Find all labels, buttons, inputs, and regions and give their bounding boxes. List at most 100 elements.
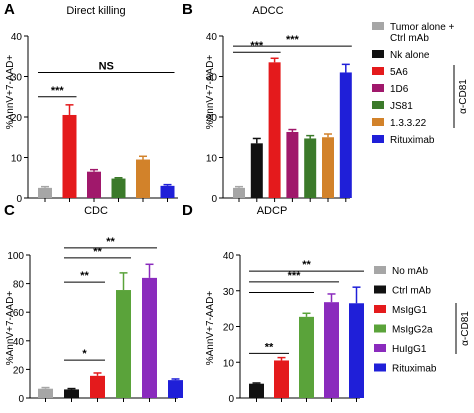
y-tick-label: 20: [13, 365, 25, 376]
y-tick-label: 0: [18, 394, 24, 405]
y-tick-label: 20: [206, 113, 218, 124]
legend-swatch: [374, 344, 386, 352]
legend-label: JS81: [390, 101, 413, 112]
bar-msigg2a: [116, 290, 131, 398]
legend-label-line: HuIgG1: [392, 344, 427, 355]
legend-label-line: Rituximab: [392, 364, 437, 375]
bar-rituximab: [339, 72, 352, 198]
legend-label: Rituximab: [390, 135, 435, 146]
panel-b-bars: *** ***: [233, 34, 352, 199]
bar-5a6: [62, 114, 77, 198]
y-tick-label: 40: [11, 32, 23, 43]
panel-b-adcc: B ADCC %AnnV+7-AAD+ 0 10 20 30 40 *** *** Tum…: [182, 1, 469, 205]
y-tick-label: 30: [11, 73, 23, 84]
bar-msigg1: [90, 375, 105, 398]
bar-tumor-alone-ctrl-mab: [233, 187, 245, 198]
bar-js81: [111, 178, 126, 198]
significance-label: **: [93, 246, 102, 258]
panel-letter-a: A: [4, 1, 15, 18]
panel-d-legend: No mAb Ctrl mAb MsIgG1 MsIgG2a HuIgG1 Rituxim…: [374, 266, 471, 375]
legend-swatch: [372, 22, 384, 30]
significance-label: **: [265, 341, 274, 353]
legend-label: 1.3.3.22: [390, 118, 427, 129]
legend-swatch: [372, 84, 384, 92]
legend-swatch: [372, 118, 384, 126]
bar-huigg1: [324, 302, 339, 398]
y-tick-label: 80: [13, 280, 25, 291]
legend-label-line: Ctrl mAb: [392, 286, 431, 297]
legend-label: Nk alone: [390, 50, 430, 61]
bar-5a6: [268, 62, 281, 199]
bar-1-3-3-22: [136, 159, 150, 198]
legend-label: Rituximab: [392, 364, 437, 375]
bar-rituximab: [168, 380, 183, 398]
legend-swatch: [372, 67, 384, 75]
y-tick-label: 0: [211, 194, 217, 205]
panel-a-title: Direct killing: [66, 5, 125, 17]
legend-label-line: 1D6: [390, 84, 409, 95]
significance-label: *: [82, 348, 87, 360]
legend-bracket-label: α-CD81: [458, 79, 469, 114]
significance-label: ***: [288, 270, 302, 282]
bar-ctrl-mab: [249, 383, 264, 398]
legend-swatch: [374, 266, 386, 274]
legend-swatch: [372, 101, 384, 109]
legend-label-line: No mAb: [392, 266, 429, 277]
significance-label: ***: [286, 34, 300, 46]
significance-label: NS: [99, 60, 114, 72]
panel-d-ylabel: %AnnV+7-AAD+: [205, 291, 216, 366]
panel-c-ylabel: %AnnV+7-AAD+: [5, 291, 16, 366]
bar-1-3-3-22: [322, 137, 334, 198]
legend-label-line: 5A6: [390, 67, 408, 78]
legend-label-line: Ctrl mAb: [390, 33, 429, 44]
y-tick-label: 20: [223, 323, 235, 334]
legend-label-line: 1.3.3.22: [390, 118, 427, 129]
legend-label-line: MsIgG1: [392, 305, 427, 316]
legend-swatch: [374, 285, 386, 294]
legend-label-line: Nk alone: [390, 50, 430, 61]
legend-bracket-label: α-CD81: [460, 311, 471, 346]
panel-a-bars: NS ***: [38, 60, 175, 198]
significance-label: ***: [250, 40, 264, 52]
y-tick-label: 10: [11, 154, 23, 165]
significance-label: **: [302, 259, 311, 271]
legend-label: No mAb: [392, 266, 429, 277]
panel-a-axes: 0 10 20 30 40: [11, 32, 178, 205]
bar-js81: [304, 138, 317, 198]
bar-huigg1: [142, 277, 157, 398]
legend-label-line: MsIgG2a: [392, 325, 433, 336]
bar-nk-alone: [250, 143, 263, 198]
bar-msigg1: [274, 360, 289, 398]
legend-swatch: [374, 305, 386, 313]
y-tick-label: 40: [223, 251, 235, 262]
legend-swatch: [372, 135, 384, 143]
y-tick-label: 0: [228, 394, 234, 405]
y-tick-label: 10: [223, 358, 235, 369]
legend-label: MsIgG2a: [392, 325, 433, 336]
bar-msigg2a: [299, 316, 314, 398]
y-tick-label: 0: [16, 194, 22, 205]
y-tick-label: 60: [13, 308, 25, 319]
legend-swatch: [372, 50, 384, 58]
bar-rituximab: [349, 303, 364, 398]
panel-b-title: ADCC: [252, 5, 283, 17]
legend-label: Tumor alone + Ctrl mAb: [390, 22, 455, 44]
legend-label: 1D6: [390, 84, 409, 95]
y-tick-label: 10: [206, 154, 218, 165]
panel-d-title: ADCP: [257, 205, 288, 217]
panel-c-bars: *******: [38, 236, 183, 398]
y-tick-label: 30: [223, 287, 235, 298]
panel-d-bars: *******: [249, 259, 364, 398]
y-tick-label: 40: [13, 337, 25, 348]
legend-label-line: Rituximab: [390, 135, 435, 146]
bar-ctrl-mab: [64, 389, 79, 398]
panel-letter-d: D: [182, 202, 193, 219]
bar-rituximab: [160, 185, 175, 198]
legend-label-line: JS81: [390, 101, 413, 112]
legend-label: Ctrl mAb: [392, 286, 431, 297]
y-tick-label: 100: [7, 251, 24, 262]
panel-a-direct-killing: A Direct killing %AnnV+7-AAD+ 010203040 …: [4, 1, 178, 205]
